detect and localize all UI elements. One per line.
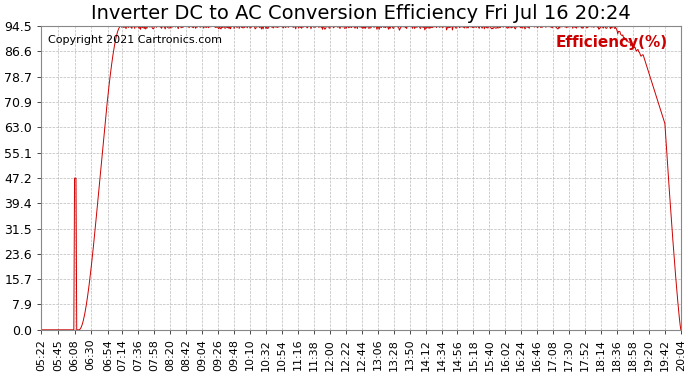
Text: Efficiency(%): Efficiency(%) xyxy=(556,35,668,50)
Title: Inverter DC to AC Conversion Efficiency Fri Jul 16 20:24: Inverter DC to AC Conversion Efficiency … xyxy=(91,4,631,23)
Text: Copyright 2021 Cartronics.com: Copyright 2021 Cartronics.com xyxy=(48,35,221,45)
